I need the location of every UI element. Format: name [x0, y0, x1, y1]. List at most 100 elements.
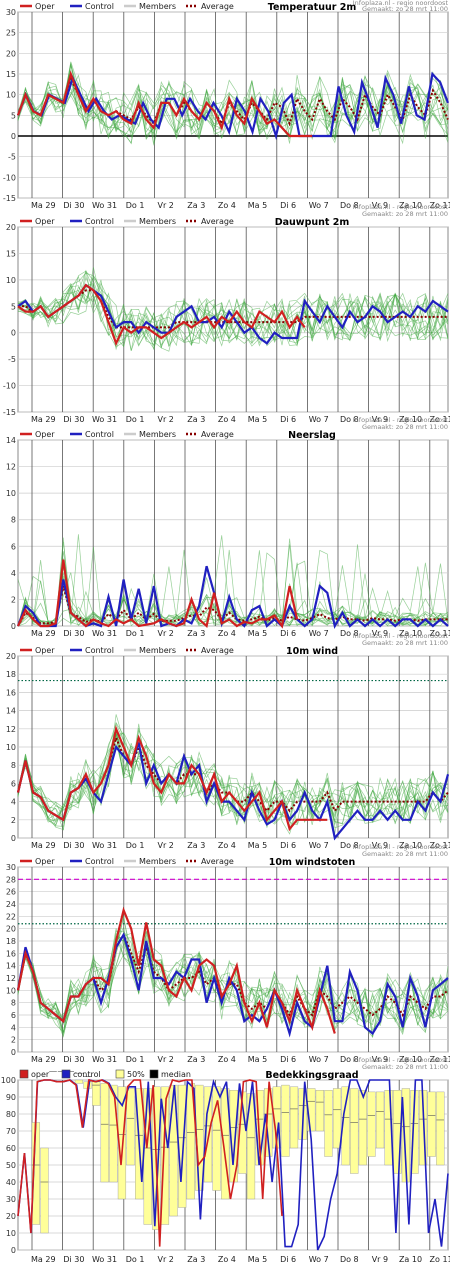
generated-note: Gemaakt: zo 28 mrt 11:00 — [362, 5, 448, 13]
x-day-label: Ma 5 — [248, 629, 267, 638]
y-tick-label: 6 — [11, 1011, 16, 1020]
x-day-label: Wo 7 — [309, 1255, 329, 1264]
band-50pct — [126, 1088, 135, 1166]
x-day-label: Di 6 — [280, 201, 296, 210]
legend-label: Average — [201, 217, 234, 226]
x-day-label: Wo 7 — [309, 201, 329, 210]
x-day-label: Za 10 — [399, 201, 422, 210]
x-day-label: Zo 11 — [430, 1055, 450, 1064]
y-tick-label: -10 — [3, 173, 16, 182]
y-tick-label: 16 — [6, 949, 16, 958]
band-50pct — [315, 1089, 324, 1132]
generated-note: Gemaakt: zo 28 mrt 11:00 — [362, 423, 448, 431]
legend-label: Members — [139, 430, 176, 439]
y-tick-label: 18 — [6, 670, 16, 679]
band-50pct — [384, 1089, 393, 1166]
series-oper — [17, 559, 299, 629]
x-day-label: Za 10 — [399, 1255, 422, 1264]
series-member — [17, 270, 449, 347]
chart-title: Dauwpunt 2m — [275, 217, 350, 228]
y-tick-label: 14 — [6, 707, 16, 716]
x-day-label: Vr 2 — [157, 841, 173, 850]
series-member — [17, 937, 449, 1035]
y-tick-label: 50 — [6, 1161, 16, 1170]
legend: Oper Control Members Average — [20, 217, 234, 226]
x-day-label: Wo 31 — [92, 1055, 117, 1064]
series-member — [17, 945, 449, 1028]
y-tick-label: 0 — [11, 329, 16, 338]
legend-label: median — [161, 1070, 191, 1079]
x-day-label: Do 8 — [340, 1055, 359, 1064]
y-tick-label: 20 — [6, 925, 16, 934]
band-50pct — [100, 1083, 109, 1183]
x-day-label: Wo 7 — [309, 1055, 329, 1064]
chart-panel-3: 14 12 10 8 6 4 2 0 Oper Control Members Average Neer… — [6, 416, 450, 638]
chart-panel-2: 20 15 10 5 0 -5 -10 -15 Oper Control Members Averag… — [3, 203, 450, 424]
band-50pct — [289, 1086, 299, 1149]
chart-title: 10m windstoten — [269, 857, 356, 868]
x-day-label: Za 3 — [187, 841, 205, 850]
y-tick-label: 100 — [1, 1076, 16, 1085]
band-50pct — [436, 1091, 445, 1166]
x-day-label: Wo 31 — [92, 1255, 117, 1264]
x-day-label: Za 10 — [399, 629, 422, 638]
x-day-label: Za 3 — [187, 415, 205, 424]
series-control — [16, 565, 449, 630]
source-note: Infoplaza.nl - regio noordoost — [353, 0, 449, 7]
x-day-label: Ma 29 — [31, 841, 56, 850]
band-50pct — [178, 1084, 187, 1208]
y-tick-label: 12 — [6, 725, 16, 734]
y-tick-label: 10 — [6, 743, 16, 752]
legend-label: 50% — [127, 1070, 145, 1079]
x-day-label: Vr 9 — [372, 201, 388, 210]
y-tick-label: 30 — [6, 8, 16, 17]
series-member — [17, 546, 449, 626]
x-day-label: Wo 7 — [309, 841, 329, 850]
y-tick-label: -15 — [3, 194, 16, 203]
x-day-label: Do 1 — [126, 201, 145, 210]
x-day-label: Zo 11 — [430, 1255, 450, 1264]
chart-title: Neerslag — [288, 430, 336, 441]
y-tick-label: -5 — [8, 355, 16, 364]
series-member — [17, 915, 449, 1026]
x-day-label: Di 6 — [280, 1255, 296, 1264]
x-day-label: Wo 31 — [92, 841, 117, 850]
series-oper — [17, 1078, 283, 1247]
x-day-label: Di 6 — [280, 415, 296, 424]
plot-area — [17, 866, 449, 1053]
x-day-label: Ma 29 — [31, 1255, 56, 1264]
legend-label: Average — [201, 857, 234, 866]
series-oper — [16, 906, 336, 1034]
x-day-label: Zo 4 — [218, 1055, 236, 1064]
legend-swatch — [115, 1069, 125, 1079]
legend-swatch — [61, 1069, 71, 1079]
x-day-label: Zo 4 — [218, 201, 236, 210]
legend: Oper Control Members Average — [20, 430, 234, 439]
x-day-label: Wo 31 — [92, 201, 117, 210]
series-average — [17, 585, 448, 627]
x-day-label: Za 10 — [399, 841, 422, 850]
y-tick-label: 15 — [6, 249, 16, 258]
x-day-label: Za 3 — [187, 1055, 205, 1064]
y-tick-label: 20 — [6, 49, 16, 58]
legend-label: Control — [85, 646, 114, 655]
band-50pct — [117, 1086, 127, 1200]
y-tick-label: 10 — [6, 489, 16, 498]
x-day-label: Vr 2 — [157, 415, 173, 424]
x-day-label: Zo 11 — [430, 629, 450, 638]
x-day-label: Za 3 — [187, 201, 205, 210]
x-day-label: Ma 5 — [248, 415, 267, 424]
x-day-label: Di 6 — [280, 1055, 296, 1064]
x-day-label: Ma 5 — [248, 201, 267, 210]
band-50pct — [375, 1091, 385, 1149]
band-50pct — [401, 1088, 410, 1183]
band-50pct — [212, 1086, 221, 1191]
y-tick-label: 8 — [11, 761, 16, 770]
band-50pct — [186, 1083, 195, 1200]
legend-swatch — [19, 1069, 29, 1079]
x-day-label: Wo 31 — [92, 629, 117, 638]
x-day-label: Ma 29 — [31, 201, 56, 210]
band-50pct — [427, 1091, 436, 1157]
band-50pct — [324, 1089, 333, 1157]
